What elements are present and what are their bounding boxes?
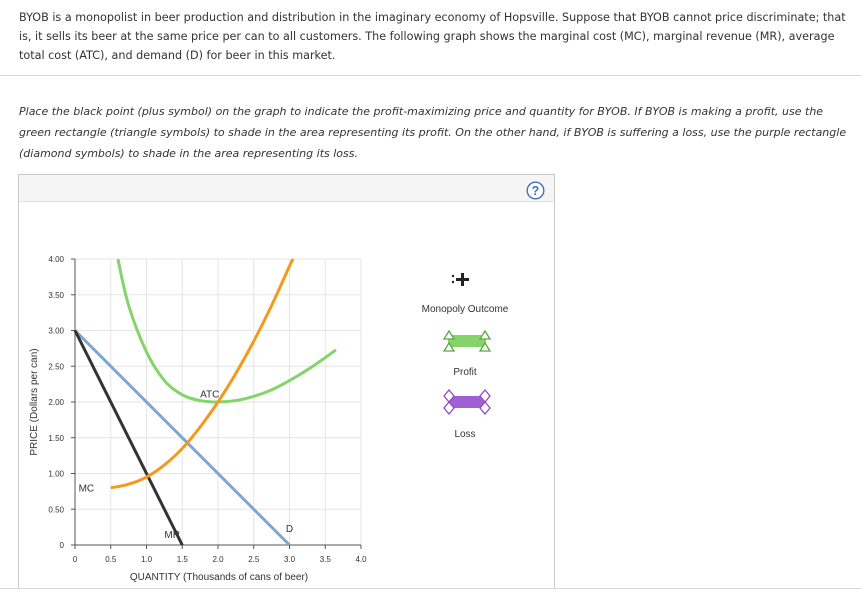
profit-tool[interactable]: Profit: [442, 329, 492, 378]
monopoly-outcome-label: Monopoly Outcome: [422, 304, 509, 315]
intro-paragraph: BYOB is a monopolist in beer production …: [19, 11, 846, 62]
monopoly-outcome-tool[interactable]: Monopoly Outcome: [422, 273, 509, 315]
bottom-border: [0, 588, 861, 593]
purple-rectangle-icon: [443, 388, 491, 416]
profit-label: Profit: [453, 367, 477, 378]
graph-panel-header: [18, 174, 555, 202]
section-divider: [0, 75, 861, 76]
plus-icon: [451, 273, 469, 286]
loss-tool[interactable]: Loss: [443, 388, 491, 440]
help-icon[interactable]: ?: [526, 181, 545, 200]
loss-label: Loss: [454, 429, 475, 440]
help-icon-label: ?: [532, 184, 540, 198]
green-rectangle-icon: [442, 329, 492, 352]
instructions-paragraph: Place the black point (plus symbol) on t…: [19, 105, 847, 160]
graph-panel: [18, 174, 555, 592]
